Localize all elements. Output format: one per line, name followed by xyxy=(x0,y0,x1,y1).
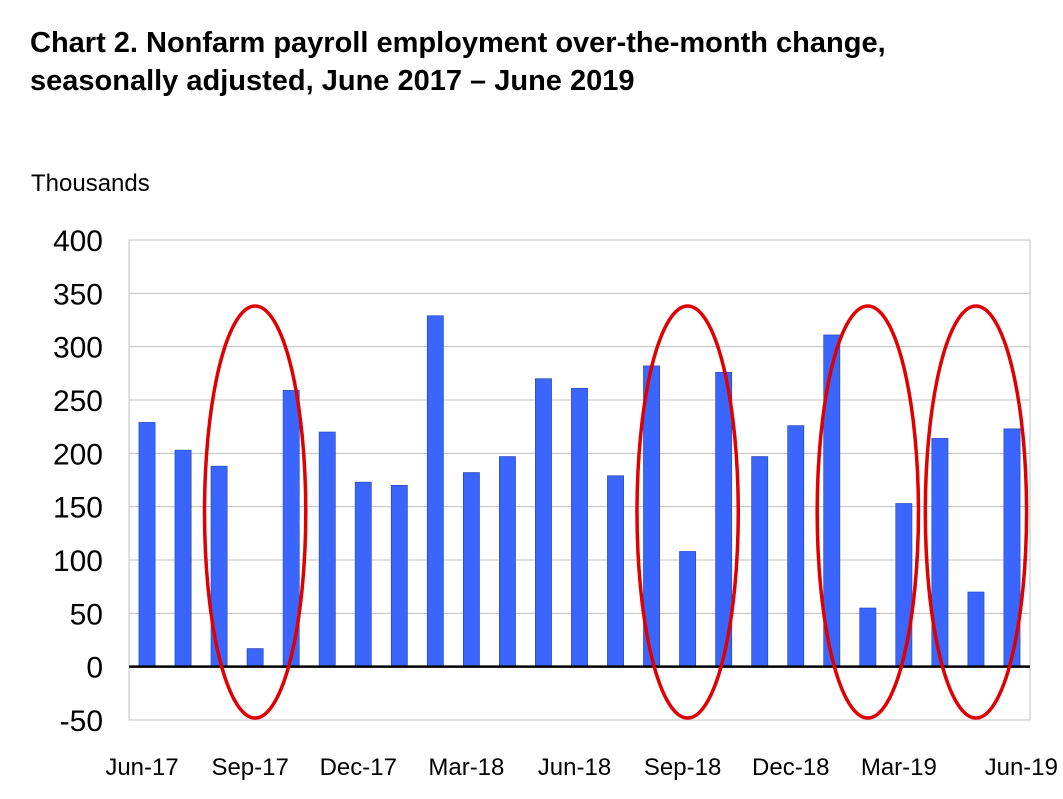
bar-sep-17 xyxy=(246,648,264,667)
x-tick-label: Jun-17 xyxy=(105,754,178,781)
y-tick-label: 400 xyxy=(53,225,103,258)
chart-title-line-1: Chart 2. Nonfarm payroll employment over… xyxy=(30,27,886,59)
bar-feb-19 xyxy=(859,607,877,667)
bar-jun-18 xyxy=(571,387,588,667)
x-tick-label: Dec-17 xyxy=(320,754,397,781)
highlight-ellipses xyxy=(202,304,1029,720)
x-tick-label: Sep-18 xyxy=(644,754,721,781)
y-tick-label: 200 xyxy=(53,438,103,471)
bar-nov-17 xyxy=(318,431,336,667)
y-tick-label: 50 xyxy=(70,598,103,631)
y-axis-label: Thousands xyxy=(31,170,150,197)
bar-jul-18 xyxy=(607,475,624,667)
bar-mar-19 xyxy=(895,503,913,667)
x-tick-label: Dec-18 xyxy=(752,754,829,781)
bars xyxy=(138,315,1021,667)
bar-dec-18 xyxy=(787,425,805,667)
y-tick-label: 350 xyxy=(53,278,103,311)
bar-sep-18 xyxy=(679,551,697,667)
y-tick-label: 0 xyxy=(86,652,103,685)
bar-may-18 xyxy=(535,378,552,667)
bar-jul-17 xyxy=(174,449,192,667)
bar-feb-18 xyxy=(426,315,444,667)
y-tick-label: 100 xyxy=(53,545,103,578)
bar-apr-18 xyxy=(499,456,516,667)
chart-title-line-2: seasonally adjusted, June 2017 – June 20… xyxy=(30,65,635,97)
x-tick-label: Mar-18 xyxy=(428,754,504,781)
highlight-ellipse xyxy=(635,304,741,720)
highlight-ellipse xyxy=(202,304,308,720)
bar-nov-18 xyxy=(751,456,769,667)
x-tick-label: Jun-18 xyxy=(538,754,611,781)
x-tick-labels: Jun-17 Sep-17 Dec-17 Mar-18 Jun-18 Sep-18 Dec-… xyxy=(105,754,1058,781)
y-tick-label: -50 xyxy=(60,705,103,738)
y-tick-label: 150 xyxy=(53,492,103,525)
chart-title: Chart 2. Nonfarm payroll employment over… xyxy=(30,24,1040,100)
y-tick-label: 300 xyxy=(53,332,103,365)
bar-jan-18 xyxy=(390,485,408,667)
x-tick-label: Jun-19 xyxy=(985,754,1058,781)
y-tick-labels: 400 350 300 250 200 150 100 50 0 -50 xyxy=(53,225,103,738)
highlight-ellipse xyxy=(815,304,921,720)
x-tick-label: Sep-17 xyxy=(211,754,288,781)
y-tick-label: 250 xyxy=(53,385,103,418)
bar-dec-17 xyxy=(354,481,372,667)
highlight-ellipse xyxy=(923,304,1029,720)
bar-jun-17 xyxy=(138,422,156,667)
x-tick-label: Mar-19 xyxy=(861,754,937,781)
bar-jan-19 xyxy=(823,334,841,667)
bar-may-19 xyxy=(967,591,985,667)
bar-mar-18 xyxy=(462,472,480,667)
